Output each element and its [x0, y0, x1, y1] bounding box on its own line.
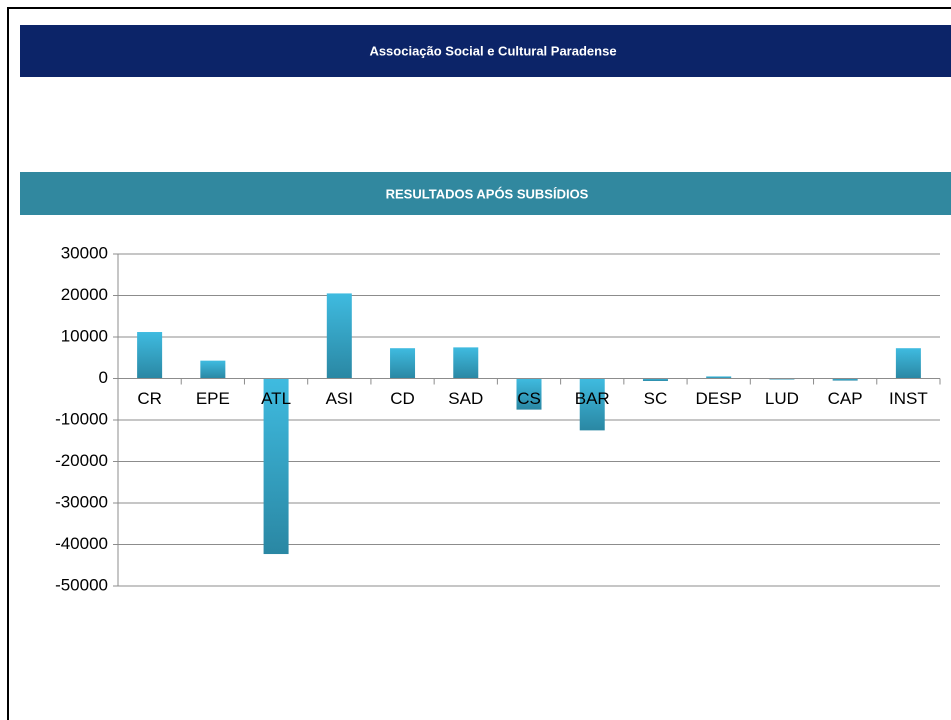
y-tick-label: 10000 [61, 326, 108, 345]
x-tick-label: CR [137, 389, 162, 408]
bar [832, 378, 858, 381]
x-tick-label: SAD [448, 389, 483, 408]
bar [453, 347, 479, 379]
y-tick-label: 0 [99, 368, 108, 387]
x-tick-label: ASI [326, 389, 353, 408]
x-tick-label: LUD [765, 389, 799, 408]
bar [200, 360, 226, 379]
y-tick-label: 20000 [61, 285, 108, 304]
y-tick-label: -20000 [55, 451, 108, 470]
header-title: Associação Social e Cultural Paradense [369, 43, 616, 58]
bar [137, 332, 163, 379]
x-tick-label: EPE [196, 389, 230, 408]
bar [642, 378, 668, 381]
plot: -50000 -40000 -30000 -20000 -10000 0 10000 2000… [55, 243, 941, 594]
y-tick-label: -10000 [55, 409, 108, 428]
x-tick-label: CD [390, 389, 415, 408]
x-tick-label: SC [644, 389, 668, 408]
x-tick-label: INST [889, 389, 928, 408]
bar [706, 376, 732, 379]
bar [579, 378, 605, 431]
x-tick-label: ATL [261, 389, 291, 408]
bar [263, 378, 289, 555]
x-tick-label: CAP [828, 389, 863, 408]
chart-banner [20, 172, 951, 215]
y-tick-label: -40000 [55, 534, 108, 553]
bar [895, 348, 921, 379]
chart-title: RESULTADOS APÓS SUBSÍDIOS [386, 186, 589, 201]
header-banner [20, 25, 951, 77]
bar [516, 378, 542, 410]
x-tick-label: DESP [696, 389, 742, 408]
bar [326, 293, 352, 379]
x-tick-label: CS [517, 389, 541, 408]
slide-frame [7, 7, 951, 720]
bar [390, 348, 416, 379]
y-tick-label: -50000 [55, 575, 108, 594]
x-tick-label: BAR [575, 389, 610, 408]
y-tick-label: 30000 [61, 243, 108, 262]
y-tick-label: -30000 [55, 492, 108, 511]
